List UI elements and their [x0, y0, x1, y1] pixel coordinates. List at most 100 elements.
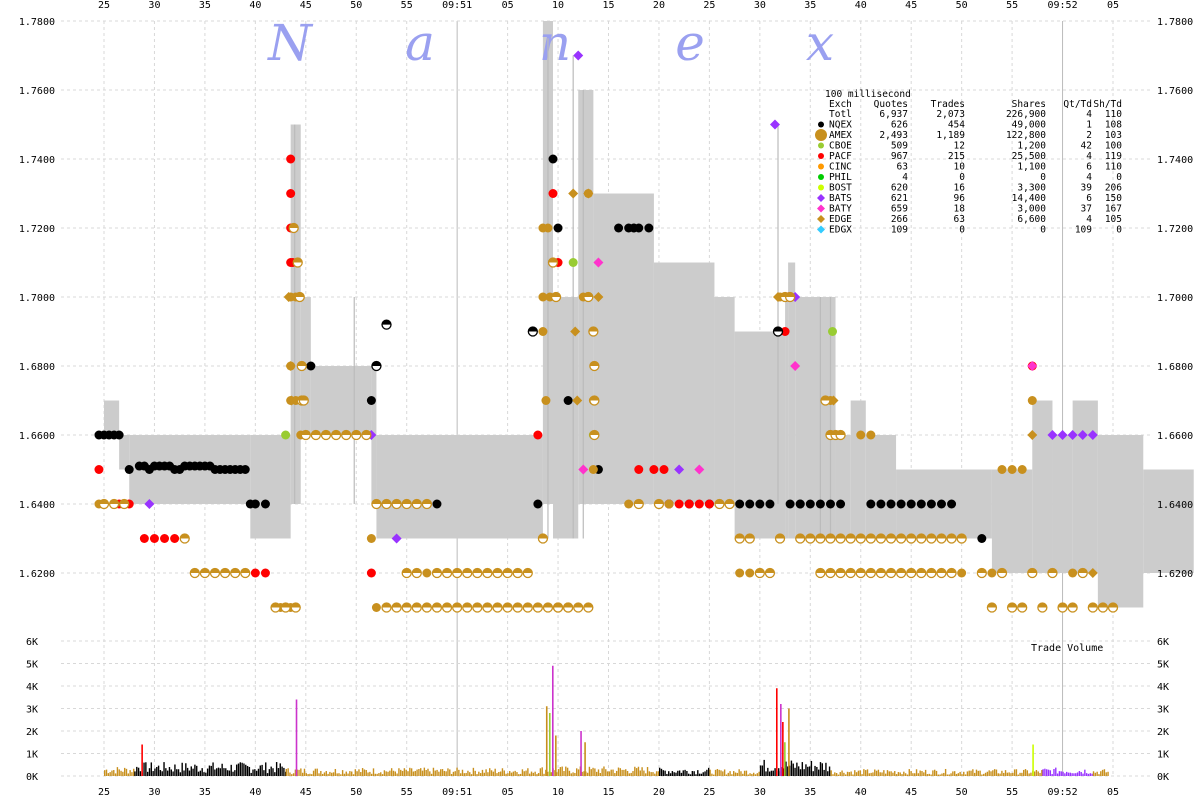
volume-bar: [837, 774, 840, 776]
trade-marker-amex: [815, 567, 826, 579]
trade-marker-amex: [296, 360, 307, 372]
volume-bar: [449, 769, 451, 776]
volume-bar: [668, 771, 670, 776]
volume-bar: [250, 772, 252, 776]
legend-cell: BOST: [829, 183, 852, 194]
volume-bar: [212, 762, 214, 776]
volume-bar: [1028, 773, 1030, 776]
legend-cell: PACF: [829, 151, 852, 162]
trade-marker-amex: [1067, 602, 1078, 613]
volume-bar: [270, 766, 272, 776]
volume-bar: [1033, 771, 1036, 776]
volume-bar: [165, 768, 167, 776]
quote-marker-nqex: [886, 499, 896, 509]
volume-bar: [846, 771, 849, 776]
volume-bar: [599, 772, 602, 776]
trade-marker-amex: [502, 567, 513, 579]
volume-bar: [174, 764, 176, 776]
quote-marker-bats: [769, 119, 780, 130]
volume-bar: [601, 768, 603, 776]
trade-marker-amex: [288, 222, 299, 234]
x-tick-label-top: 09:52: [1047, 0, 1077, 11]
trade-marker-amex: [885, 567, 897, 579]
volume-bar: [210, 765, 212, 776]
quote-marker-cboe: [281, 430, 291, 440]
y-tick-label-right: 1.6800: [1157, 362, 1193, 373]
volume-bar: [617, 767, 620, 776]
trade-marker-amex: [573, 602, 584, 613]
trade-marker-amex: [885, 533, 897, 544]
volume-bar: [194, 764, 196, 776]
volume-bar: [961, 774, 963, 776]
volume-bar: [275, 762, 278, 776]
volume-bar: [1046, 769, 1048, 776]
nbbo-segment: [788, 262, 796, 539]
volume-bar: [1049, 770, 1052, 776]
volume-bar: [1015, 769, 1018, 776]
volume-bar: [807, 766, 809, 776]
quote-marker-nqex: [825, 499, 835, 509]
volume-bar: [718, 769, 720, 776]
trade-marker-amex: [401, 498, 412, 510]
volume-bar: [487, 772, 489, 776]
volume-bar: [1047, 769, 1050, 776]
volume-bar: [1008, 772, 1010, 776]
volume-bar: [1044, 768, 1046, 776]
quote-marker-edge: [828, 395, 839, 406]
volume-bar: [1103, 769, 1106, 776]
volume-bar: [910, 771, 912, 776]
volume-bar: [245, 764, 247, 776]
nbbo-segment: [1032, 400, 1053, 573]
volume-bar: [973, 772, 976, 776]
volume-bar: [412, 771, 415, 776]
legend-cell: 0: [1040, 225, 1046, 236]
volume-bar: [311, 774, 313, 776]
volume-bar: [863, 769, 865, 776]
volume-bar: [794, 767, 796, 776]
volume-bar: [405, 769, 407, 776]
volume-bar: [454, 771, 456, 776]
volume-bar: [343, 773, 346, 776]
trade-marker-amex: [441, 567, 453, 579]
volume-bar: [203, 772, 205, 776]
volume-tick-label-left: 0K: [26, 772, 38, 783]
volume-bar: [955, 773, 958, 776]
x-tick-label-top: 09:51: [442, 0, 472, 11]
volume-bar: [499, 771, 502, 776]
quote-marker-amex: [422, 568, 432, 578]
volume-bar: [545, 769, 547, 776]
volume-bar: [952, 771, 954, 776]
volume-bar: [941, 773, 943, 776]
volume-bar: [733, 771, 735, 776]
trade-marker-amex: [724, 498, 735, 510]
spike-lines: [294, 38, 832, 539]
volume-bar: [254, 769, 256, 776]
volume-bar: [778, 768, 780, 776]
volume-bar: [660, 768, 663, 776]
trade-marker-amex: [825, 533, 836, 544]
quote-marker-amex: [366, 534, 376, 543]
x-tick-label-top: 05: [502, 0, 514, 11]
volume-bar: [963, 771, 965, 776]
volume-bar: [154, 768, 156, 776]
trade-marker-amex: [835, 533, 846, 544]
x-tick-label-bottom: 35: [804, 787, 816, 798]
quote-marker-nqex: [745, 499, 755, 509]
trade-marker-amex: [946, 567, 957, 579]
volume-bar: [792, 763, 794, 776]
quote-marker-amex: [371, 603, 381, 612]
volume-bar: [855, 772, 858, 776]
volume-bar: [494, 768, 496, 776]
volume-bar: [953, 771, 956, 776]
volume-bar: [752, 772, 755, 776]
volume-bar: [658, 767, 661, 776]
volume-bar: [501, 768, 504, 776]
volume-bar: [932, 770, 934, 776]
volume-bar: [181, 762, 183, 776]
legend-cell: 150: [1105, 193, 1122, 204]
volume-bar: [892, 772, 894, 776]
trade-marker-amex: [351, 429, 362, 441]
volume-bar: [641, 767, 643, 776]
trade-marker-amex: [179, 533, 190, 544]
volume-bar: [612, 769, 614, 776]
